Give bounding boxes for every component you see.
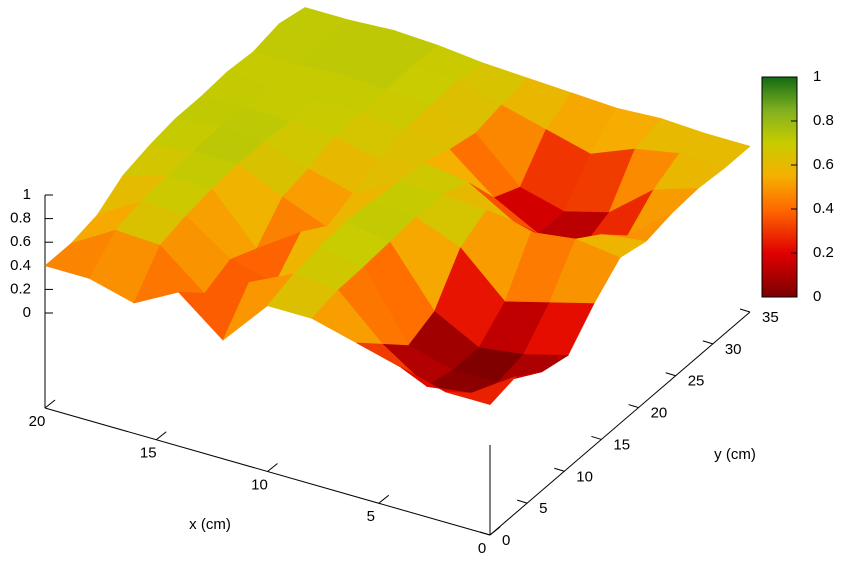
y-tick [739,308,751,313]
x-tick [155,431,167,441]
y-tick-label: 35 [762,309,779,326]
y-tick-label: 25 [688,373,705,390]
y-tick-label: 10 [576,468,593,485]
z-tick-label: 0.2 [10,280,31,297]
colorbar-tick-label: 0 [813,288,821,305]
x-tick-label: 0 [478,540,486,557]
z-tick-label: 0.4 [10,257,31,274]
x-tick-label: 5 [367,508,375,525]
colorbar-tick-label: 0.4 [813,200,834,217]
y-tick [702,340,714,345]
y-tick-label: 15 [613,436,630,453]
y-tick [516,499,528,504]
x-tick [267,463,278,472]
y-tick [591,435,602,440]
y-tick-label: 0 [502,532,510,549]
y-tick-label: 20 [651,405,668,422]
y-tick [628,404,639,409]
z-tick-label: 1 [23,186,31,203]
z-tick-label: 0.8 [10,210,31,227]
x-tick [378,494,390,504]
colorbar-tick-label: 0.6 [813,156,834,173]
x-tick-label: 20 [29,413,46,430]
colorbar-tick-label: 0.2 [813,244,834,261]
y-tick [665,372,676,377]
y-tick-label: 30 [725,341,742,358]
z-tick-label: 0.6 [10,233,31,250]
y-axis [489,311,751,536]
z-tick-label: 0 [23,304,31,321]
colorbar [761,76,798,298]
x-tick [489,526,501,536]
colorbar-tick-label: 1 [813,68,821,85]
y-axis-label: y (cm) [714,446,756,463]
x-tick-label: 15 [140,445,157,462]
x-axis-label: x (cm) [189,516,231,533]
y-tick-label: 5 [539,500,547,517]
surface-facet [445,376,517,405]
x-tick [44,399,56,409]
y-tick [554,467,565,472]
colorbar-tick-label: 0.8 [813,112,834,129]
x-tick-label: 10 [251,476,268,493]
y-tick [479,531,491,536]
